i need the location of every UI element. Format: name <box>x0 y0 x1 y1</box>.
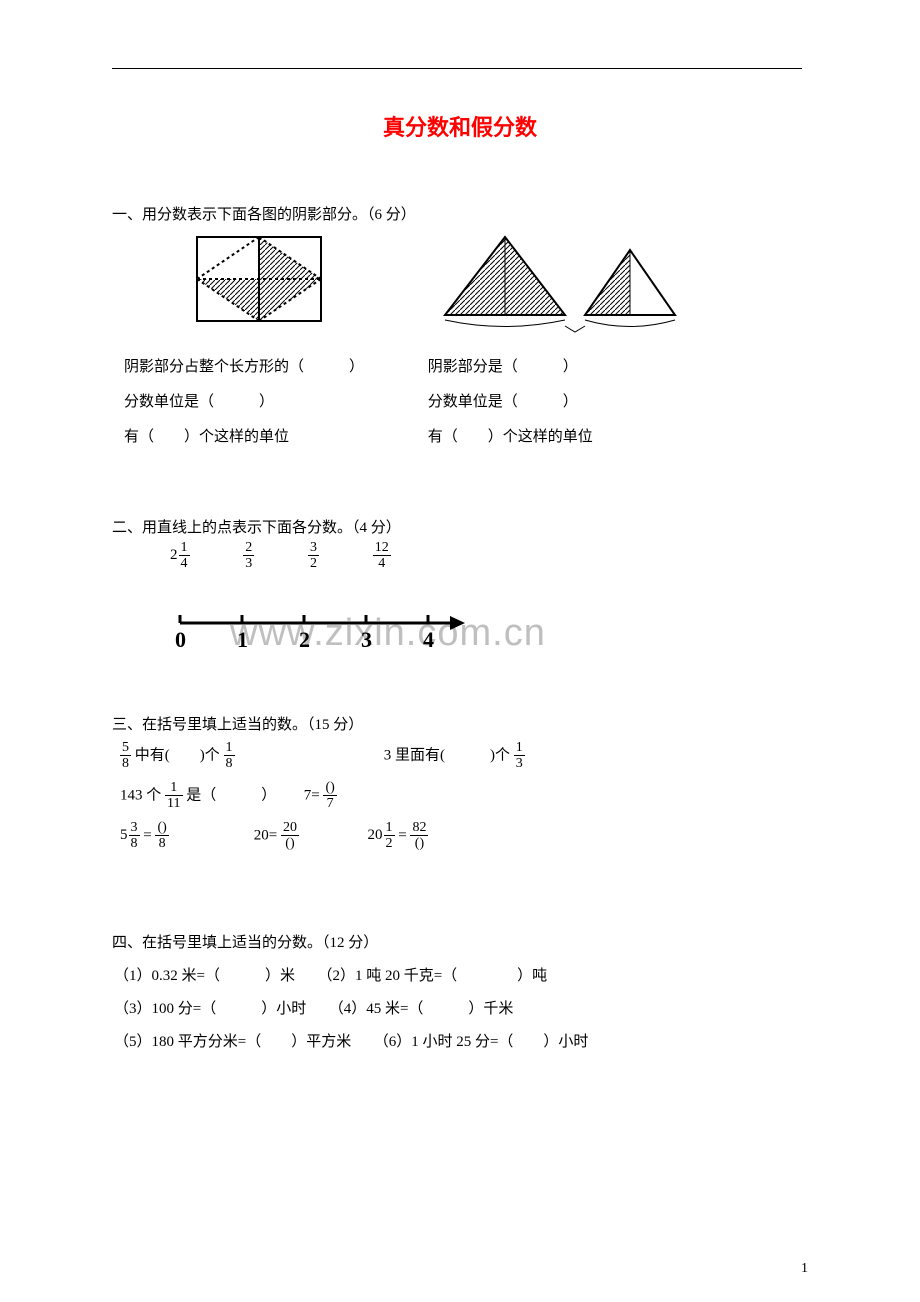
section3-body: 58 中有( )个 18 3 里面有( )个 13 143 个 111 是（ ）… <box>120 740 525 859</box>
r3b-pre: 20= <box>254 827 277 843</box>
svg-text:1: 1 <box>237 627 248 652</box>
svg-text:0: 0 <box>175 627 186 652</box>
r1a-mid: 中有( )个 <box>135 747 220 763</box>
s1-left-l2: 分数单位是（ ） <box>124 390 424 411</box>
s1-right-l1: 阴影部分是（ ） <box>428 355 728 376</box>
figure-triangles <box>435 235 695 340</box>
section2-fractions: 2 14 23 32 124 <box>170 540 441 572</box>
section1-text: 阴影部分占整个长方形的（ ） 分数单位是（ ） 有（ ）个这样的单位 阴影部分是… <box>124 355 728 460</box>
r2a-post: 是（ ） <box>186 787 276 803</box>
page-number: 1 <box>801 1261 808 1277</box>
s1-left-l1: 阴影部分占整个长方形的（ ） <box>124 355 424 376</box>
svg-text:2: 2 <box>299 627 310 652</box>
figure-rectangle <box>195 235 325 330</box>
r2a-pre: 143 个 <box>120 787 161 803</box>
header-rule <box>112 68 802 69</box>
frac-item-4: 124 <box>373 540 391 572</box>
frac-item-2: 23 <box>243 540 254 572</box>
section2-heading: 二、用直线上的点表示下面各分数。（4 分） <box>112 515 807 542</box>
s4-row-1: （1）0.32 米=（ ）米 （2）1 吨 20 千克=（ ）吨 <box>114 960 588 993</box>
whole: 2 <box>170 547 178 564</box>
svg-text:4: 4 <box>423 627 434 652</box>
r2b-pre: 7= <box>304 787 320 803</box>
svg-text:3: 3 <box>361 627 372 652</box>
frac-item-1: 2 14 <box>170 540 190 572</box>
section4-heading: 四、在括号里填上适当的分数。（12 分） <box>112 930 807 957</box>
figures-row <box>195 235 835 335</box>
s1-right-l3: 有（ ）个这样的单位 <box>428 425 728 446</box>
page-title: 真分数和假分数 <box>0 110 920 142</box>
section1-heading: 一、用分数表示下面各图的阴影部分。（6 分） <box>112 202 807 229</box>
s1-right-l2: 分数单位是（ ） <box>428 390 728 411</box>
s1-left-l3: 有（ ）个这样的单位 <box>124 425 424 446</box>
s4-row-2: （3）100 分=（ ）小时 （4）45 米=（ ）千米 <box>114 993 588 1026</box>
number-line: 0 1 2 3 4 <box>170 605 470 658</box>
r1b-pre: 3 里面有( )个 <box>384 747 510 763</box>
section3-heading: 三、在括号里填上适当的数。（15 分） <box>112 712 807 739</box>
s4-row-3: （5）180 平方分米=（ ）平方米 （6）1 小时 25 分=（ ）小时 <box>114 1026 588 1059</box>
section4-body: （1）0.32 米=（ ）米 （2）1 吨 20 千克=（ ）吨 （3）100 … <box>114 960 588 1059</box>
frac-item-3: 32 <box>308 540 319 572</box>
